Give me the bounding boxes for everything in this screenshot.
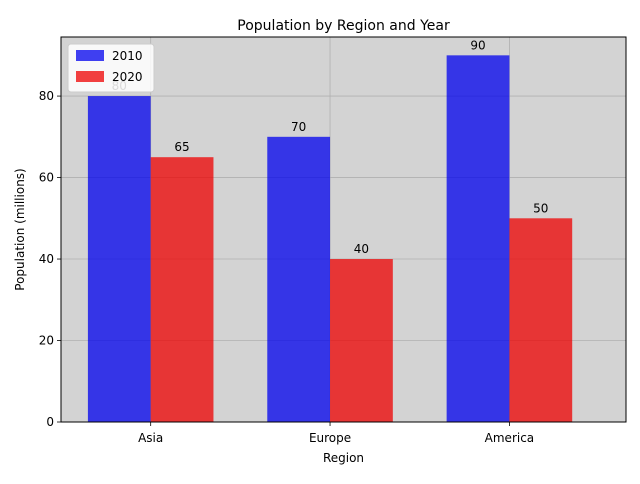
y-tick-label: 60 bbox=[39, 171, 54, 185]
y-tick-label: 0 bbox=[46, 415, 54, 429]
data-label-2020-america: 50 bbox=[533, 201, 548, 215]
bar-2010-asia bbox=[87, 96, 151, 423]
bar-2020-asia bbox=[150, 157, 214, 422]
plot-frame bbox=[60, 36, 627, 423]
x-tick-label: Europe bbox=[309, 431, 351, 445]
legend: 2010 2020 bbox=[67, 43, 155, 93]
bar-2020-europe bbox=[330, 259, 393, 422]
legend-label-2020: 2020 bbox=[112, 70, 143, 84]
legend-swatch-2010 bbox=[76, 50, 104, 61]
legend-label-2010: 2010 bbox=[112, 49, 143, 63]
y-tick-label: 20 bbox=[39, 334, 54, 348]
x-axis-label: Region bbox=[323, 451, 364, 465]
data-label-2010-europe: 70 bbox=[291, 120, 306, 134]
x-axis-ticks: Asia Europe America bbox=[138, 422, 534, 445]
legend-swatch-2020 bbox=[76, 71, 104, 82]
data-label-2020-asia: 65 bbox=[174, 140, 189, 154]
y-axis-label: Population (millions) bbox=[13, 168, 27, 290]
bars bbox=[87, 55, 573, 423]
data-label-2020-europe: 40 bbox=[354, 242, 369, 256]
data-label-2010-america: 90 bbox=[470, 38, 485, 52]
x-tick-label: Asia bbox=[138, 431, 163, 445]
bar-2010-europe bbox=[267, 136, 331, 422]
y-tick-label: 80 bbox=[39, 89, 54, 103]
x-tick-label: America bbox=[485, 431, 535, 445]
y-tick-label: 40 bbox=[39, 252, 54, 266]
bar-2010-america bbox=[446, 55, 510, 422]
y-axis-ticks: 0 20 40 60 80 bbox=[39, 89, 61, 429]
bar-2020-america bbox=[509, 218, 573, 422]
chart-title: Population by Region and Year bbox=[237, 18, 450, 34]
